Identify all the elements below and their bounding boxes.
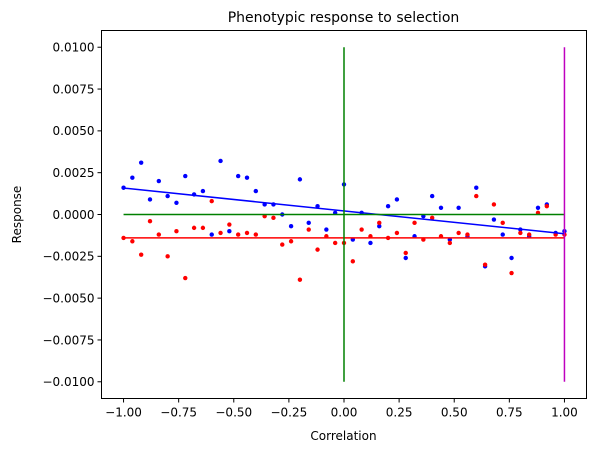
series-1-point-22 bbox=[315, 247, 320, 252]
series-0-point-36 bbox=[438, 205, 444, 211]
y-tick-label-3: −0.0025 bbox=[42, 250, 94, 264]
series-0-point-28 bbox=[368, 240, 373, 246]
series-1-point-18 bbox=[280, 242, 285, 247]
x-tick-label-6: 0.50 bbox=[441, 406, 468, 420]
series-1-point-40 bbox=[474, 193, 479, 199]
series-1-point-1 bbox=[130, 239, 135, 244]
y-tick-label-2: −0.0050 bbox=[42, 291, 94, 305]
x-tick-label-2: −0.50 bbox=[215, 406, 252, 420]
series-0-point-4 bbox=[156, 178, 162, 184]
x-tick-label-0: −1.00 bbox=[105, 406, 142, 420]
series-0-point-31 bbox=[394, 197, 400, 202]
series-0-point-19 bbox=[288, 224, 294, 229]
series-0-point-12 bbox=[227, 229, 232, 234]
y-tick-label-0: −0.0100 bbox=[42, 375, 94, 389]
series-0-point-11 bbox=[218, 158, 223, 164]
series-1-point-35 bbox=[429, 215, 435, 221]
y-tick-label-7: 0.0075 bbox=[53, 82, 95, 96]
series-1-point-20 bbox=[297, 277, 303, 282]
y-axis: −0.0100 −0.0075 −0.0050 −0.0025 0.0000 0.0025… bbox=[42, 41, 102, 389]
series-1-point-19 bbox=[288, 239, 294, 244]
series-0-point-23 bbox=[324, 227, 329, 232]
series-0-point-44 bbox=[509, 255, 514, 261]
series-1-point-5 bbox=[165, 254, 170, 259]
y-axis-title: Response bbox=[10, 186, 24, 244]
series-1-point-17 bbox=[271, 215, 276, 221]
series-0-point-32 bbox=[403, 255, 408, 261]
series-1-point-6 bbox=[174, 229, 179, 234]
series-1-point-3 bbox=[147, 218, 153, 224]
series-0-point-20 bbox=[297, 177, 303, 182]
y-tick-label-8: 0.0100 bbox=[53, 41, 95, 55]
series-1-point-8 bbox=[191, 225, 197, 231]
series-1-point-39 bbox=[465, 232, 470, 237]
x-tick-label-1: −0.75 bbox=[160, 406, 197, 420]
series-1-point-24 bbox=[332, 240, 338, 246]
series-1-point-46 bbox=[526, 232, 532, 237]
series-1-point-45 bbox=[518, 230, 523, 236]
series-1-point-15 bbox=[253, 232, 259, 237]
series-1-point-38 bbox=[456, 230, 461, 236]
series-1-point-42 bbox=[491, 202, 497, 207]
series-0-point-14 bbox=[244, 175, 250, 180]
series-0-point-42 bbox=[491, 217, 497, 222]
series-0-point-15 bbox=[253, 188, 259, 194]
series-1-point-11 bbox=[218, 230, 223, 236]
series-1-point-31 bbox=[394, 230, 400, 236]
series-1-point-37 bbox=[447, 240, 453, 246]
series-1-point-7 bbox=[183, 275, 188, 281]
y-tick-label-1: −0.0075 bbox=[42, 333, 94, 347]
x-tick-label-7: 0.75 bbox=[496, 406, 523, 420]
plot-area bbox=[121, 47, 567, 382]
series-1-point-48 bbox=[544, 203, 550, 209]
series-1-point-26 bbox=[350, 259, 356, 264]
series-1-point-21 bbox=[306, 227, 311, 232]
series-0-point-29 bbox=[377, 224, 382, 229]
x-axis: −1.00 −0.75 −0.50 −0.25 0.00 0.25 0.50 0.75 1.00 bbox=[105, 398, 578, 420]
series-0-point-43 bbox=[500, 232, 505, 237]
x-tick-label-3: −0.25 bbox=[270, 406, 307, 420]
series-1-point-2 bbox=[138, 252, 144, 257]
series-0-point-7 bbox=[183, 173, 188, 179]
series-1-point-41 bbox=[482, 262, 488, 267]
x-tick-label-8: 1.00 bbox=[551, 406, 578, 420]
series-0-point-40 bbox=[474, 185, 479, 190]
series-0-point-2 bbox=[138, 160, 144, 165]
series-0-point-9 bbox=[200, 188, 206, 194]
series-0-point-21 bbox=[306, 220, 311, 226]
y-tick-label-4: 0.0000 bbox=[53, 208, 95, 222]
series-0-point-3 bbox=[147, 197, 153, 202]
series-1-point-12 bbox=[227, 222, 232, 227]
x-tick-label-5: 0.25 bbox=[386, 406, 413, 420]
chart-title: Phenotypic response to selection bbox=[228, 10, 460, 26]
series-0-point-35 bbox=[429, 193, 435, 199]
series-1-point-4 bbox=[156, 232, 162, 237]
series-1-point-43 bbox=[500, 220, 505, 226]
series-0-point-5 bbox=[165, 193, 170, 199]
series-1-point-32 bbox=[403, 250, 408, 256]
series-1-point-29 bbox=[377, 220, 382, 226]
series-1-point-13 bbox=[235, 232, 241, 237]
series-0-point-10 bbox=[209, 232, 214, 237]
series-0-point-38 bbox=[456, 205, 461, 211]
series-1-point-10 bbox=[209, 198, 214, 204]
x-tick-label-4: 0.00 bbox=[331, 406, 358, 420]
series-0-point-47 bbox=[535, 205, 541, 211]
series-1-point-44 bbox=[509, 270, 514, 276]
series-0-point-1 bbox=[130, 175, 135, 180]
y-tick-label-6: 0.0050 bbox=[53, 124, 95, 138]
series-1-point-9 bbox=[200, 225, 206, 231]
x-axis-title: Correlation bbox=[310, 429, 376, 443]
series-1-point-14 bbox=[244, 230, 250, 236]
series-1-point-33 bbox=[412, 220, 417, 226]
series-1-point-27 bbox=[359, 227, 364, 232]
series-0-point-6 bbox=[174, 200, 179, 205]
series-0-point-13 bbox=[235, 173, 241, 179]
y-tick-label-5: 0.0025 bbox=[53, 166, 95, 180]
series-0-point-30 bbox=[385, 203, 391, 209]
series-0-point-22 bbox=[315, 203, 320, 209]
